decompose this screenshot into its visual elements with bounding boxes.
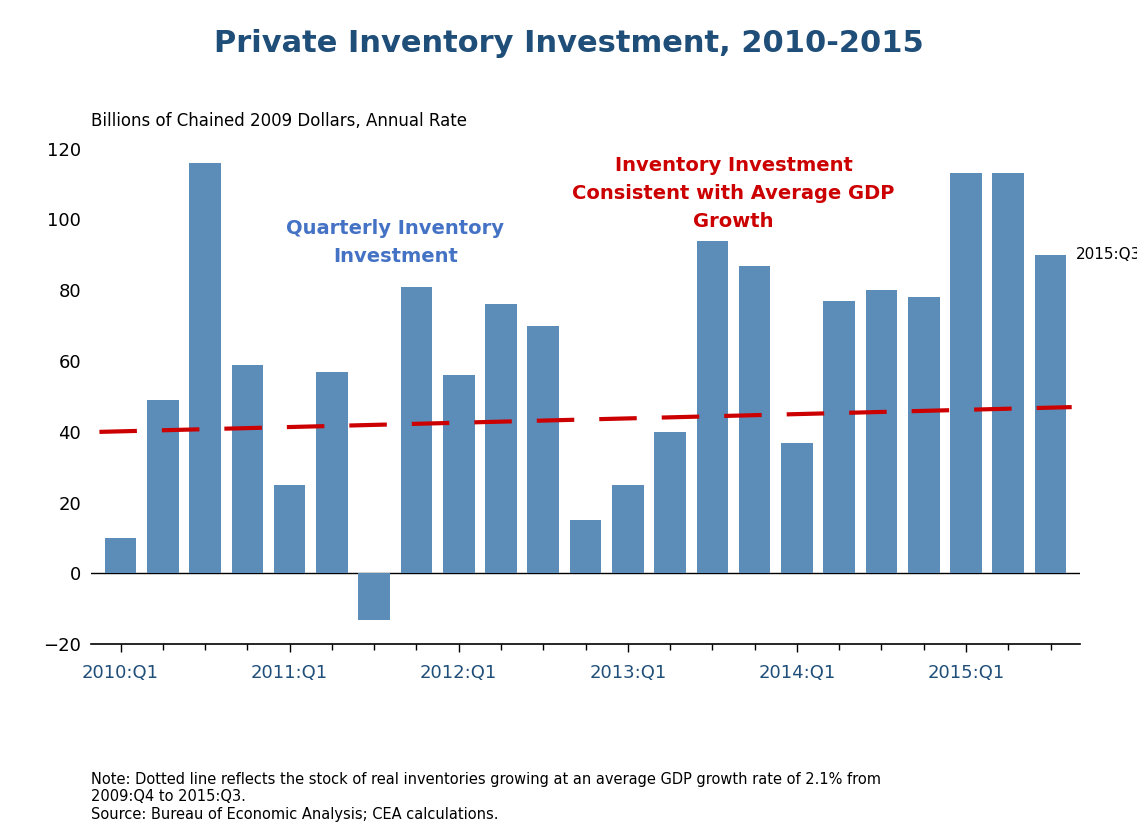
Bar bbox=[443, 375, 474, 573]
Bar bbox=[654, 432, 686, 573]
Bar bbox=[739, 265, 771, 573]
Bar bbox=[316, 372, 348, 573]
Text: Inventory Investment
Consistent with Average GDP
Growth: Inventory Investment Consistent with Ave… bbox=[572, 156, 895, 230]
Text: Private Inventory Investment, 2010-2015: Private Inventory Investment, 2010-2015 bbox=[214, 29, 923, 58]
Bar bbox=[189, 163, 221, 573]
Bar bbox=[697, 240, 728, 573]
Bar bbox=[147, 400, 179, 573]
Bar bbox=[105, 538, 136, 573]
Bar bbox=[528, 325, 559, 573]
Bar bbox=[358, 573, 390, 620]
Bar bbox=[1035, 255, 1067, 573]
Bar bbox=[993, 173, 1024, 573]
Bar bbox=[781, 443, 813, 573]
Bar bbox=[612, 485, 644, 573]
Text: Quarterly Inventory
Investment: Quarterly Inventory Investment bbox=[287, 220, 505, 267]
Bar bbox=[865, 290, 897, 573]
Bar bbox=[400, 287, 432, 573]
Text: Billions of Chained 2009 Dollars, Annual Rate: Billions of Chained 2009 Dollars, Annual… bbox=[91, 112, 467, 130]
Bar bbox=[274, 485, 306, 573]
Text: 2015:Q3: 2015:Q3 bbox=[1076, 247, 1137, 263]
Bar bbox=[823, 301, 855, 573]
Bar bbox=[951, 173, 982, 573]
Text: Note: Dotted line reflects the stock of real inventories growing at an average G: Note: Dotted line reflects the stock of … bbox=[91, 772, 881, 822]
Bar bbox=[907, 297, 939, 573]
Bar bbox=[570, 520, 601, 573]
Bar bbox=[485, 305, 517, 573]
Bar bbox=[232, 364, 264, 573]
